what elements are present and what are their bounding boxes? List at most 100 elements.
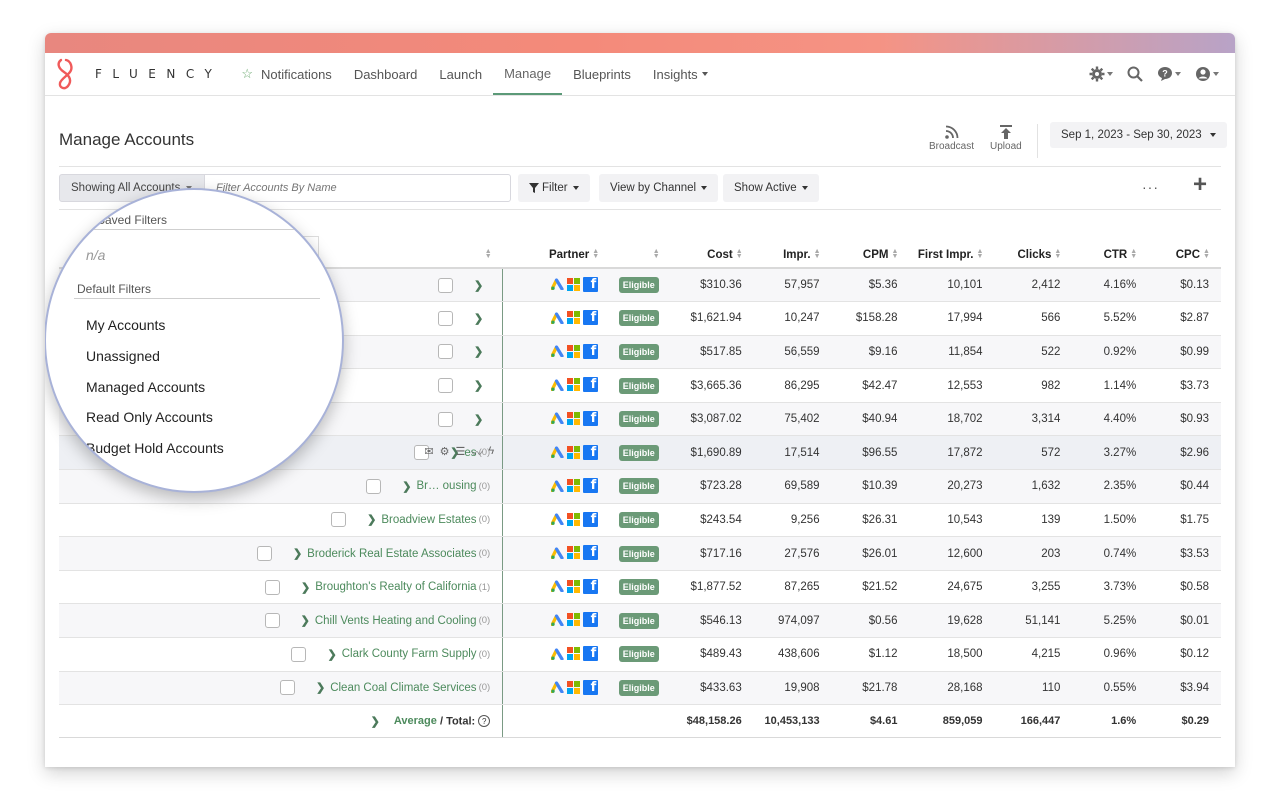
brand-logo[interactable]: FLUENCY [55,57,222,91]
user-menu[interactable] [1195,66,1219,82]
column-impr-header[interactable]: Impr. ▲ ▼ [753,242,832,269]
help-circle-icon[interactable]: ? [478,715,491,728]
row-checkbox[interactable] [331,512,347,528]
account-name-link[interactable]: Broderick Real Estate Associates [307,547,477,560]
expand-chevron-icon[interactable]: ❯ [473,380,484,393]
row-checkbox[interactable] [291,646,307,662]
account-name-link[interactable]: Broughton's Realty of California [315,581,477,594]
account-name-link[interactable]: Clean Coal Climate Services [330,681,477,694]
gear-icon[interactable]: ⚙ [439,446,450,459]
google-ads-icon [551,412,564,425]
nav-label: Blueprints [573,66,631,82]
impr-cell: 57,957 [753,268,832,303]
expand-chevron-icon[interactable]: ❯ [370,715,380,728]
row-checkbox[interactable] [279,680,295,696]
filter-read-only-accounts[interactable]: Read Only Accounts [86,409,213,425]
column-status-header[interactable]: ▲ ▼ [610,242,671,269]
status-cell: Eligible [610,671,671,706]
row-checkbox[interactable] [366,478,382,494]
row-checkbox[interactable] [437,344,453,360]
filter-managed-accounts[interactable]: Managed Accounts [86,379,206,395]
column-first-impr-header[interactable]: First Impr. ▲ ▼ [909,242,995,269]
column-partner-header[interactable]: Partner ▲ ▼ [502,242,611,269]
table-row[interactable]: ❯ Clark County Farm Supply (0) f Eligible $48… [59,637,1221,672]
account-name-link[interactable]: es [464,446,477,459]
chevron-down-icon [801,186,808,190]
add-account-button[interactable]: + [1193,171,1208,198]
filter-budget-hold-accounts[interactable]: Budget Hold Accounts [86,440,224,456]
nav-item-insights[interactable]: Insights [642,53,719,95]
account-name-link[interactable]: Clark County Farm Supply [341,648,477,661]
more-options-button[interactable]: ··· [1142,179,1159,195]
filter-button[interactable]: Filter [518,174,590,202]
row-checkbox[interactable] [264,579,280,595]
row-checkbox[interactable] [414,445,430,461]
nav-item-blueprints[interactable]: Blueprints [562,53,642,95]
expand-chevron-icon[interactable]: ❯ [292,548,303,561]
settings-menu[interactable] [1089,66,1113,82]
column-cpc-header[interactable]: CPC ▲ ▼ [1148,242,1221,269]
cost-cell: $717.16 [670,536,754,571]
help-menu[interactable]: ? [1157,66,1181,82]
expand-chevron-icon[interactable]: ❯ [473,413,484,426]
filter-my-accounts[interactable]: My Accounts [86,317,166,333]
table-row[interactable]: ❯ Broughton's Realty of California (1) f Eli… [59,570,1221,605]
table-row[interactable]: ❯ Broadview Estates (0) f Eligible $243.54 9,2… [59,503,1221,538]
expand-chevron-icon[interactable]: ❯ [367,514,377,527]
row-checkbox[interactable] [264,613,280,629]
expand-chevron-icon[interactable]: ❯ [473,312,484,325]
column-clicks-header[interactable]: Clicks ▲ ▼ [994,242,1073,269]
impr-cell: 27,576 [753,536,832,571]
expand-chevron-icon[interactable]: ❯ [300,581,311,594]
nav-item-notifications[interactable]: ☆ Notifications [230,53,342,95]
ctr-cell: 3.73% [1072,570,1149,605]
expand-chevron-icon[interactable]: ❯ [327,648,337,661]
microsoft-icon [567,311,581,325]
expand-chevron-icon[interactable]: ❯ [450,447,460,460]
date-range-picker[interactable]: Sep 1, 2023 - Sep 30, 2023 [1050,122,1227,148]
row-checkbox[interactable] [437,277,453,293]
expand-chevron-icon[interactable]: ❯ [315,682,326,695]
average-label[interactable]: Average [393,715,437,728]
column-cpm-header[interactable]: CPM ▲ ▼ [831,242,910,269]
bolt-icon[interactable]: ϟ [488,445,495,458]
microsoft-icon [567,445,581,459]
table-row[interactable]: ❯ Clean Coal Climate Services (0) f Eligible… [59,671,1221,706]
column-cost-header[interactable]: Cost ▲ ▼ [670,242,754,269]
view-by-channel-dropdown[interactable]: View by Channel [599,174,719,202]
account-count: (0) [478,447,491,459]
eligible-badge: Eligible [618,277,659,294]
account-name-link[interactable]: Chill Vents Heating and Cooling [314,614,477,627]
row-checkbox[interactable] [437,411,453,427]
filter-unassigned[interactable]: Unassigned [86,348,160,364]
row-checkbox[interactable] [437,378,453,394]
column-ctr-header[interactable]: CTR ▲ ▼ [1072,242,1149,269]
expand-chevron-icon[interactable]: ❯ [473,346,484,359]
column-label: CPC [1175,248,1200,261]
nav-item-launch[interactable]: Launch [428,53,493,95]
account-name-link[interactable]: Br… ousing [416,480,477,493]
row-checkbox[interactable] [437,310,453,326]
expand-chevron-icon[interactable]: ❯ [402,480,412,493]
table-row[interactable]: ❯ Broderick Real Estate Associates (0) f Eli… [59,536,1221,571]
account-name-link[interactable]: Broadview Estates [381,513,477,526]
cpc-cell: $0.58 [1148,570,1221,605]
google-ads-icon [551,647,564,660]
upload-button[interactable]: Upload [990,123,1022,152]
expand-chevron-icon[interactable]: ❯ [473,279,484,292]
expand-chevron-icon[interactable]: ❯ [300,615,310,628]
account-count: (0) [478,514,491,526]
show-active-dropdown[interactable]: Show Active [723,174,819,202]
list-icon[interactable]: ☰ [455,446,466,459]
table-row[interactable]: ❯ Chill Vents Heating and Cooling (0) f Elig… [59,603,1221,639]
broadcast-button[interactable]: Broadcast [929,123,974,152]
nav-item-dashboard[interactable]: Dashboard [343,53,429,95]
ctr-cell: 5.52% [1072,301,1149,336]
trend-icon[interactable]: 〰 [471,448,483,461]
partner-cell: f [502,603,611,639]
nav-item-manage[interactable]: Manage [493,53,563,95]
mail-icon[interactable]: ✉ [424,446,434,459]
search-button[interactable] [1127,66,1143,82]
facebook-icon: f [583,646,599,662]
row-checkbox[interactable] [256,546,272,562]
